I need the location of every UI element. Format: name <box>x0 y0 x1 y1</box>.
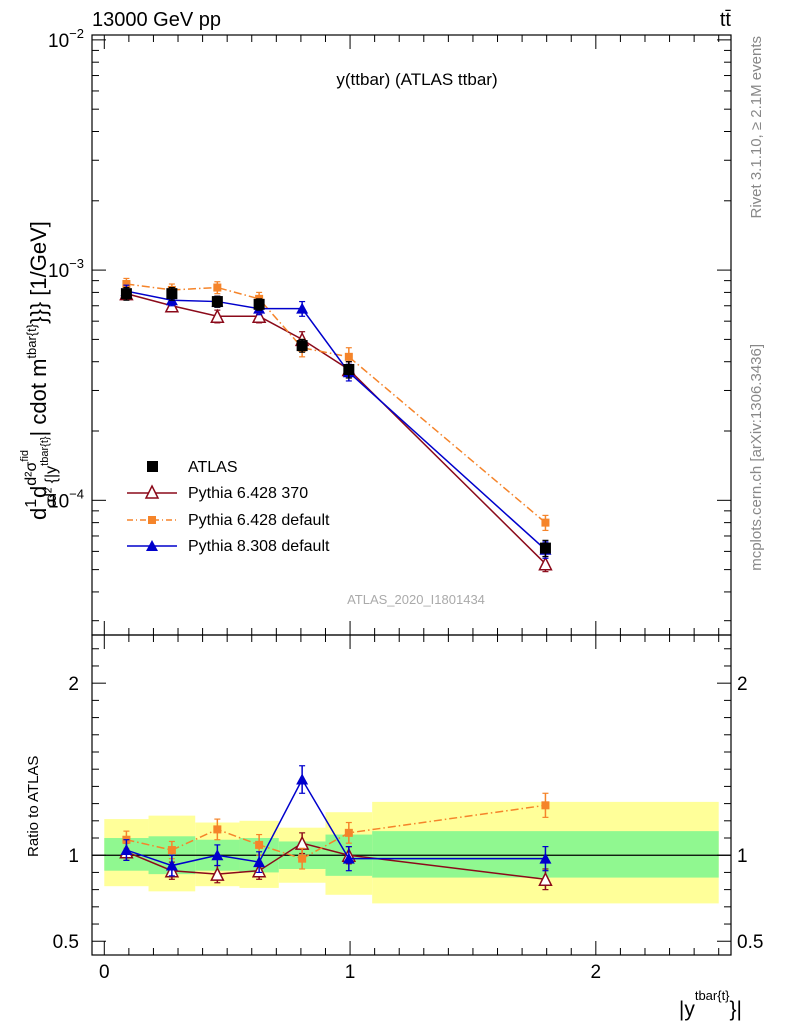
ratio-y-tick-label-right: 0.5 <box>737 932 763 953</box>
main-series-layer <box>119 277 553 573</box>
main-point-pythia-6-428-default <box>213 283 222 292</box>
ratio-point-pythia-8-308-default <box>539 852 552 864</box>
legend-label-pythia6-370: Pythia 6.428 370 <box>188 485 308 502</box>
ratio-band-layer <box>92 801 731 904</box>
ratio-point-pythia-8-308-default <box>342 852 355 864</box>
main-point-atlas <box>296 340 308 352</box>
tick-layer: 10−4 10−3 10−2 0 1 2 0.5 0.5 1 1 2 2 <box>48 26 763 983</box>
main-point-atlas <box>343 364 355 376</box>
legend-label-pythia8-default: Pythia 8.308 default <box>188 538 330 555</box>
ratio-point-pythia-6-428-default <box>213 825 222 834</box>
legend-marker-atlas <box>147 461 158 472</box>
main-y-tick-label: 10−2 <box>48 26 84 52</box>
ratio-point-pythia-8-308-default <box>211 849 224 861</box>
main-point-pythia-6-428-default <box>541 518 550 527</box>
legend-entry-pythia6-370: Pythia 6.428 370 <box>127 484 308 502</box>
chart-title: y(ttbar) (ATLAS ttbar) <box>336 70 497 89</box>
main-point-pythia-6-428-default <box>122 280 131 289</box>
ratio-y-tick-label: 2 <box>68 674 79 695</box>
main-point-pythia-6-428-default <box>344 352 353 361</box>
main-point-atlas <box>211 296 223 308</box>
main-point-pythia-8-308-default <box>296 302 309 314</box>
ratio-point-pythia-6-428-default <box>541 801 550 810</box>
ratio-point-pythia-6-428-default <box>167 846 176 855</box>
mcplots-label: mcplots.cern.ch [arXiv:1306.3436] <box>748 344 765 571</box>
ratio-point-pythia-8-308-default <box>120 844 133 856</box>
ratio-point-pythia-8-308-default <box>296 773 309 785</box>
ratio-point-pythia-8-308-default <box>165 859 178 871</box>
ratio-point-pythia-6-428-default <box>298 854 307 863</box>
legend-marker-pythia8-default <box>146 540 158 551</box>
ratio-point-pythia-8-308-default <box>253 856 266 868</box>
main-y-tick-label: 10−4 <box>48 486 84 512</box>
main-line-pythia-8-308-default <box>126 290 546 551</box>
ratio-y-tick-label-right: 1 <box>737 846 748 867</box>
x-axis-label: |ytbar{t}}| <box>679 988 742 1021</box>
legend-marker-pythia6-370 <box>144 484 160 499</box>
ratio-point-pythia-6-428-370 <box>210 866 225 881</box>
analysis-id: ATLAS_2020_I1801434 <box>347 592 485 607</box>
legend-entry-atlas: ATLAS <box>147 459 238 476</box>
ratio-y-tick-label: 0.5 <box>53 932 79 953</box>
rivet-label: Rivet 3.1.10, ≥ 2.1M events <box>748 36 765 219</box>
main-y-tick-label: 10−3 <box>48 256 84 282</box>
ratio-y-tick-label-right: 2 <box>737 674 748 695</box>
ratio-point-pythia-6-428-default <box>255 840 264 849</box>
main-point-atlas <box>253 298 265 310</box>
main-point-pythia-6-428-370 <box>210 308 225 324</box>
main-point-atlas <box>120 288 132 300</box>
ratio-series-layer <box>119 765 553 891</box>
main-point-atlas <box>539 542 551 554</box>
ratio-plot-frame <box>91 634 732 956</box>
legend-entry-pythia6-default: Pythia 6.428 default <box>127 512 330 529</box>
legend-label-pythia6-default: Pythia 6.428 default <box>188 512 330 529</box>
main-point-pythia-6-428-370 <box>538 556 553 571</box>
x-tick-label: 0 <box>99 962 110 983</box>
legend-label-atlas: ATLAS <box>188 459 238 476</box>
frame-layer <box>91 34 732 956</box>
energy-label: 13000 GeV pp <box>92 9 221 31</box>
main-y-axis-label: d1 σdd²σfidd² {|ytbar{t}| cdot mtbar{t}}}… <box>19 221 60 520</box>
ratio-y-axis-label: Ratio to ATLAS <box>25 756 42 857</box>
x-tick-label: 1 <box>345 962 356 983</box>
ratio-point-pythia-6-428-370 <box>538 871 553 887</box>
ratio-y-tick-label: 1 <box>68 846 79 867</box>
process-label: tt̄ <box>720 9 732 31</box>
legend: ATLAS Pythia 6.428 370 Pythia 6.428 defa… <box>127 459 330 555</box>
legend-entry-pythia8-default: Pythia 8.308 default <box>127 538 330 555</box>
ratio-point-pythia-6-428-default <box>344 828 353 837</box>
main-point-atlas <box>166 288 178 300</box>
legend-marker-pythia6-default <box>148 516 156 524</box>
x-tick-label: 2 <box>591 962 602 983</box>
main-point-pythia-6-428-370 <box>251 308 267 324</box>
